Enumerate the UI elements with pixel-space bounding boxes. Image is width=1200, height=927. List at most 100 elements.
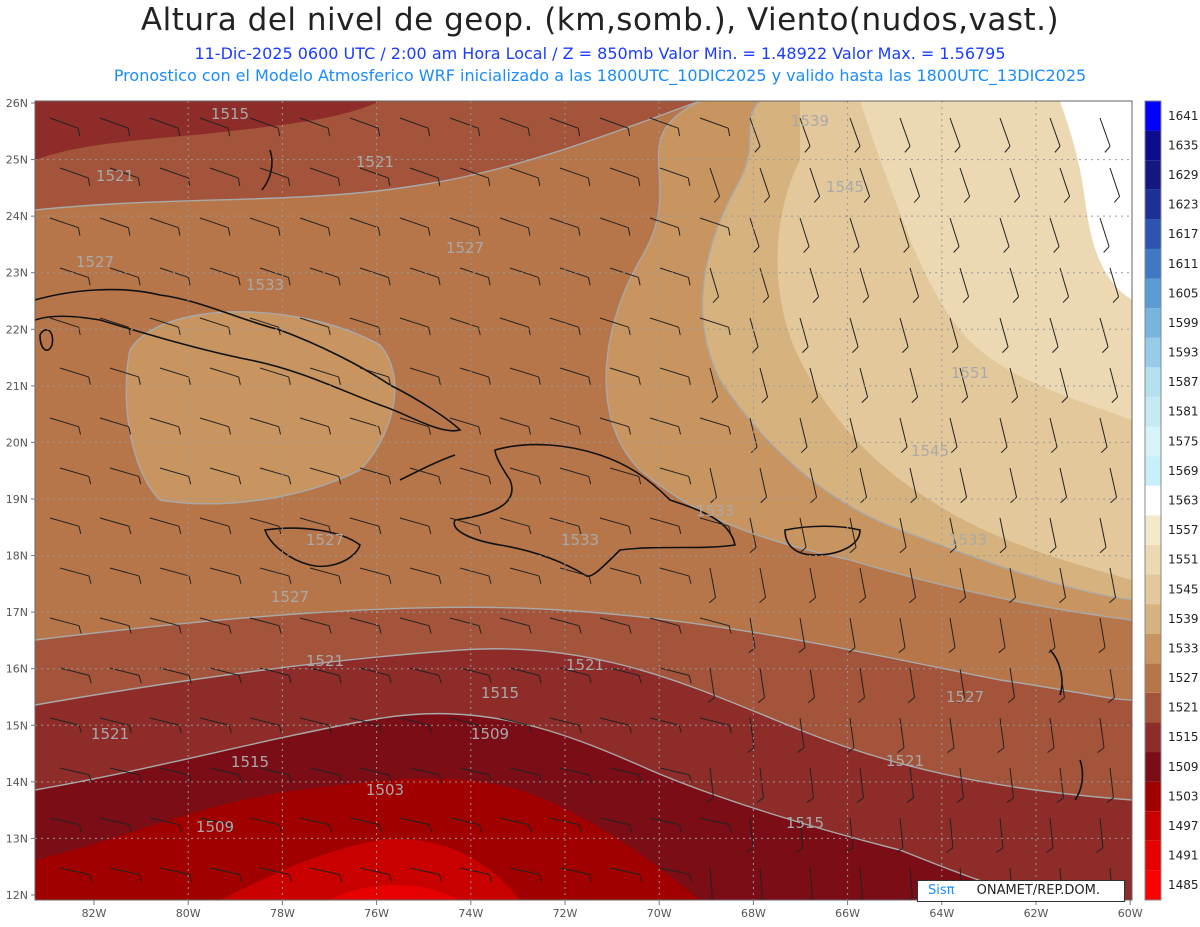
wind-barb xyxy=(449,117,481,137)
wind-barb xyxy=(949,517,957,554)
wind-barb xyxy=(259,267,291,286)
wind-barb xyxy=(757,667,766,704)
wind-barb xyxy=(649,417,682,435)
wind-barb xyxy=(599,817,633,833)
wind-barb xyxy=(857,667,866,704)
contour-label: 1551 xyxy=(951,364,989,382)
wind-barb xyxy=(199,117,231,137)
wind-barb xyxy=(549,217,581,236)
wind-barb xyxy=(59,767,92,783)
wind-barb xyxy=(249,117,281,137)
contour-label: 1515 xyxy=(231,753,269,771)
coastlines xyxy=(35,149,1084,801)
contour-label: 1521 xyxy=(306,652,344,670)
colorbar: 1485 1491 1497 1503 1509 1515 1521 1527 1533 1539… xyxy=(1144,100,1199,901)
wind-barb xyxy=(549,517,582,535)
contour-labels: 1515 1521 1521 1527 1539 1545 1527 1533 1551 1545… xyxy=(76,105,989,836)
wind-barb xyxy=(49,717,82,734)
wind-barb xyxy=(699,317,731,336)
wind-barb xyxy=(399,717,432,734)
latitude-axis: 26N 25N 24N 23N 22N 21N 20N 19N 18N 17N 16N 15N 14N 1… xyxy=(6,97,35,902)
wind-barb xyxy=(806,767,814,803)
wind-barb xyxy=(1009,567,1017,604)
wind-barb xyxy=(909,367,919,404)
wind-barb xyxy=(449,717,482,734)
colorbar-swatch xyxy=(1145,456,1161,486)
wind-barb xyxy=(49,317,81,336)
wind-barb xyxy=(1007,667,1016,704)
colorbar-label: 1521 xyxy=(1168,701,1199,715)
wind-barb xyxy=(759,367,769,404)
wind-barb xyxy=(349,617,382,634)
contour-label: 1509 xyxy=(471,725,509,743)
contour-label: 1521 xyxy=(566,656,604,674)
wind-barb xyxy=(796,817,804,853)
colorbar-swatch xyxy=(1145,367,1161,397)
wind-barb xyxy=(999,317,1009,353)
wind-barb xyxy=(959,567,967,604)
wind-barb xyxy=(599,317,631,336)
wind-barb xyxy=(749,317,759,353)
colorbar-swatch xyxy=(1145,189,1161,220)
colorbar-swatch xyxy=(1145,663,1161,693)
contour-label: 1527 xyxy=(946,688,984,706)
wind-barb xyxy=(859,167,871,203)
wind-barb xyxy=(599,617,632,634)
wind-barb xyxy=(758,867,763,900)
wind-barb xyxy=(349,117,381,137)
wind-barb xyxy=(359,867,393,883)
wind-barb xyxy=(1097,717,1105,754)
wind-barb xyxy=(359,567,392,584)
lat-tick-label: 17N xyxy=(6,606,28,619)
contour-label: 1515 xyxy=(481,684,519,702)
wind-barb xyxy=(609,567,642,584)
wind-barb xyxy=(459,167,491,186)
wind-barb xyxy=(399,417,432,435)
wind-barb xyxy=(499,217,531,236)
map-subtitle-model-run: Pronostico con el Modelo Atmosferico WRF… xyxy=(113,66,1087,85)
wind-barb xyxy=(259,167,291,186)
wind-barb xyxy=(1109,567,1117,604)
wind-barb xyxy=(1106,767,1114,803)
colorbar-swatch xyxy=(1145,160,1161,190)
colorbar-label: 1593 xyxy=(1168,346,1199,360)
colorbar-label: 1563 xyxy=(1168,494,1199,508)
colorbar-label: 1635 xyxy=(1168,138,1199,152)
wind-barb xyxy=(599,117,631,137)
wind-barb xyxy=(807,667,816,704)
wind-barb xyxy=(409,867,443,883)
colorbar-swatch xyxy=(1145,870,1161,900)
wind-barb xyxy=(949,117,961,153)
wind-barb xyxy=(998,617,1006,654)
wind-barb xyxy=(699,517,732,535)
wind-barb xyxy=(449,617,482,634)
wind-barb xyxy=(559,367,591,385)
colorbar-swatch xyxy=(1145,752,1161,782)
wind-barb xyxy=(309,367,341,385)
wind-barb xyxy=(99,717,132,734)
wind-barb xyxy=(459,867,493,883)
wind-barb xyxy=(1099,317,1109,353)
wind-barb xyxy=(109,867,143,883)
wind-barb xyxy=(299,617,332,634)
wind-barb xyxy=(99,817,133,833)
wind-barb xyxy=(997,717,1005,754)
wind-barb xyxy=(509,767,542,783)
wind-barb xyxy=(609,867,643,883)
wind-barb xyxy=(509,167,541,186)
wind-barb xyxy=(59,567,92,584)
wind-barb xyxy=(309,567,342,584)
colorbar-label: 1557 xyxy=(1168,523,1199,537)
wind-barb xyxy=(699,217,731,236)
wind-barb xyxy=(299,517,332,535)
wind-barb xyxy=(259,467,292,485)
wind-barb xyxy=(409,367,441,385)
lon-tick-label: 72W xyxy=(553,907,578,920)
lat-tick-label: 25N xyxy=(6,154,28,167)
wind-barb xyxy=(699,617,732,634)
colorbar-label: 1617 xyxy=(1168,227,1199,241)
colorbar-label: 1527 xyxy=(1168,671,1199,685)
wind-barb xyxy=(599,717,632,734)
colorbar-swatch xyxy=(1145,130,1161,161)
wind-barb xyxy=(159,567,192,584)
